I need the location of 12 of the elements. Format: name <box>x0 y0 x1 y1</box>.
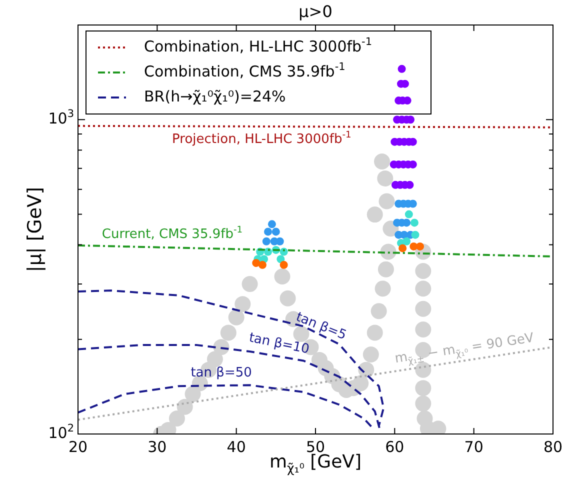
y-axis-title: |μ| [GeV] <box>24 186 46 272</box>
annotation: tan β=50 <box>190 366 252 381</box>
annotation: mχ̃₁± − mχ̃₁⁰ = 90 GeV <box>394 330 535 368</box>
chart-title: μ>0 <box>298 2 332 22</box>
x-tick-label: 80 <box>543 438 563 456</box>
x-tick-label: 20 <box>68 438 88 456</box>
annotation: tan β=10 <box>248 330 311 358</box>
x-tick-label: 30 <box>148 438 167 456</box>
x-tick-label: 60 <box>385 438 404 456</box>
legend-label: BR(h→χ̃₁⁰χ̃₁⁰)=24% <box>144 87 286 106</box>
x-tick-label: 40 <box>226 438 246 456</box>
x-tick-label: 70 <box>464 438 484 456</box>
